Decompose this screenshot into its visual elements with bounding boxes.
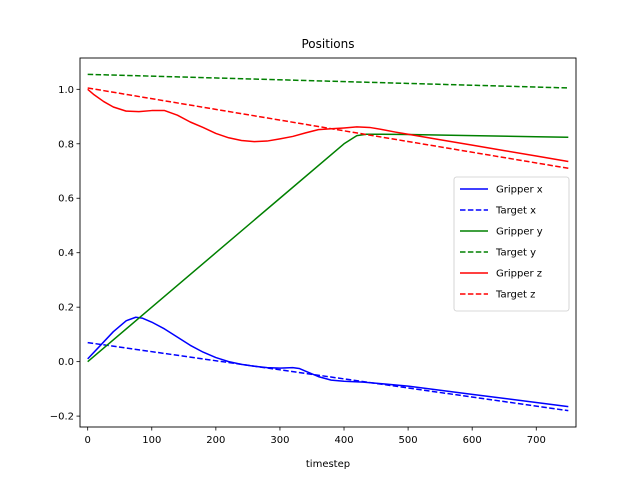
series-line-target-x <box>87 341 569 412</box>
y-axis: −0.2 0.0 0.2 0.4 0.6 0.8 1.0 <box>50 85 80 423</box>
x-tick-label: 0 <box>85 435 91 446</box>
x-tick-label: 500 <box>399 435 418 446</box>
series-line-gripper-x <box>87 316 569 408</box>
x-tick-label: 700 <box>527 435 546 446</box>
legend-label-gripper-y: Gripper y <box>496 227 543 238</box>
series-line-target-y <box>87 73 569 89</box>
y-tick-label: 0.0 <box>58 357 74 368</box>
legend-label-gripper-x: Gripper x <box>496 185 543 196</box>
x-tick-label: 400 <box>334 435 353 446</box>
y-tick-label: 0.4 <box>58 248 74 259</box>
x-axis-label: timestep <box>306 459 350 470</box>
legend-label-target-x: Target x <box>495 206 536 217</box>
y-tick-label: 1.0 <box>58 85 74 96</box>
series-line-target-z <box>87 87 569 170</box>
x-tick-label: 300 <box>270 435 289 446</box>
x-axis: 0 100 200 300 400 500 600 700 <box>85 427 546 446</box>
series-line-gripper-z <box>87 88 569 163</box>
chart-title: Positions <box>302 37 355 51</box>
legend-label-gripper-z: Gripper z <box>496 269 542 280</box>
series-line-gripper-y <box>87 133 569 363</box>
x-tick-label: 600 <box>463 435 482 446</box>
legend-label-target-z: Target z <box>495 290 535 301</box>
x-tick-label: 100 <box>142 435 161 446</box>
legend-label-target-y: Target y <box>495 248 536 259</box>
y-tick-label: 0.8 <box>58 139 74 150</box>
x-tick-label: 200 <box>206 435 225 446</box>
y-tick-label: 0.2 <box>58 303 74 314</box>
y-tick-label: 0.6 <box>58 194 74 205</box>
plot-frame <box>79 57 577 428</box>
legend: Gripper x Target x Gripper y Target y Grippe… <box>453 176 570 312</box>
legend-box <box>453 176 570 312</box>
y-tick-label: −0.2 <box>50 412 74 423</box>
